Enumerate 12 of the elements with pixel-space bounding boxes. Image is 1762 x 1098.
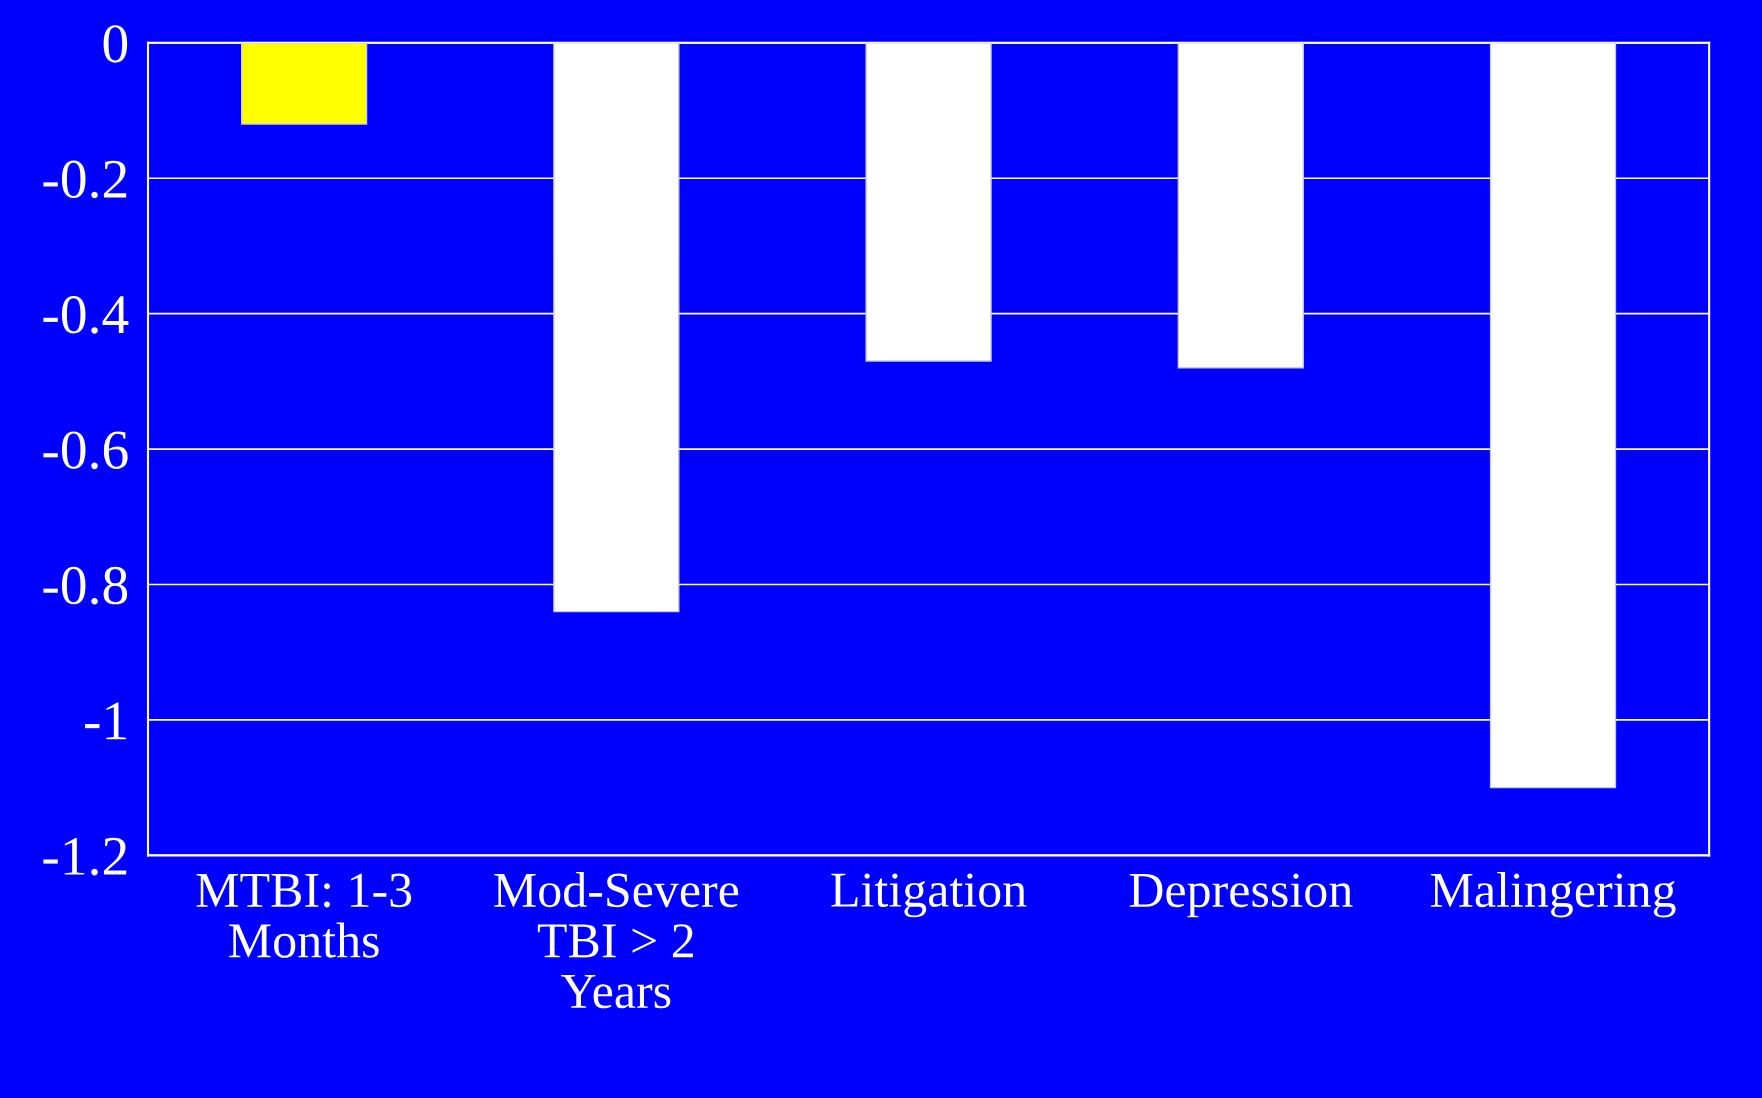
- y-tick-label: -1.2: [43, 837, 127, 876]
- y-tick-label: -0.2: [43, 160, 127, 199]
- x-tick-label: Malingering: [1430, 872, 1676, 918]
- y-tick-label: -0.6: [43, 431, 128, 470]
- y-tick-label: -0.8: [43, 566, 128, 605]
- x-tick-label: Mod-Severe TBI > 2 Years: [494, 872, 739, 1009]
- x-tick-label: Depression: [1129, 873, 1353, 918]
- y-tick-label: 0: [103, 25, 128, 63]
- x-tick-label: MTBI: 1-3 Months: [196, 873, 412, 958]
- y-tick-label: -1: [85, 702, 126, 740]
- y-tick-label: -0.4: [43, 295, 129, 334]
- x-tick-label: Litigation: [831, 873, 1027, 918]
